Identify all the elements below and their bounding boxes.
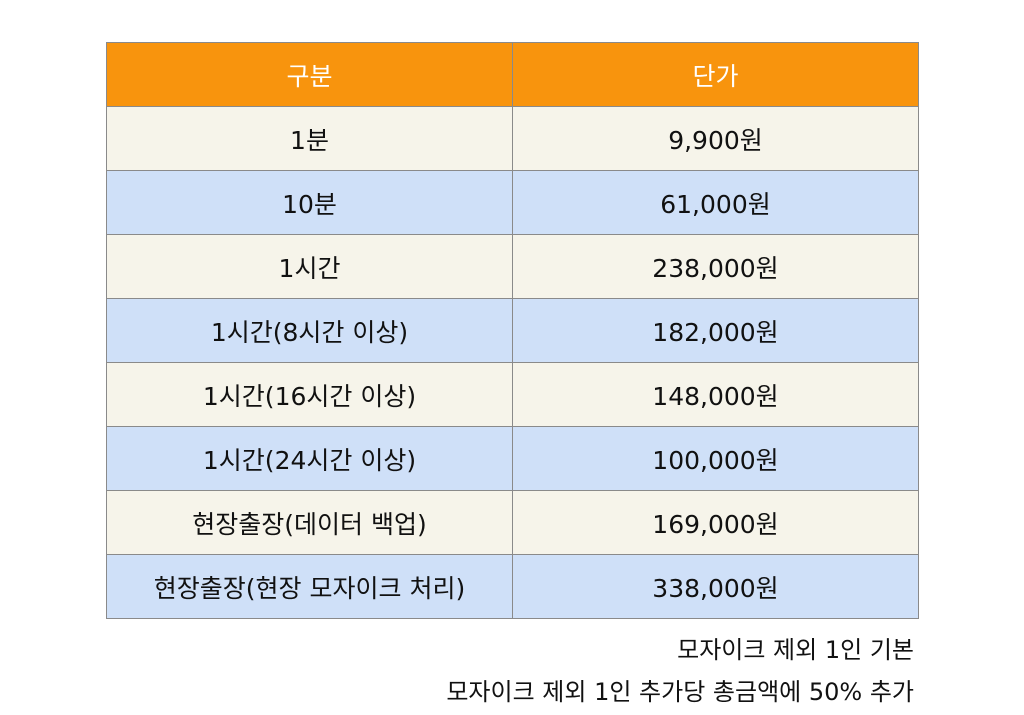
header-price: 단가: [512, 42, 919, 107]
table-row: 1시간(24시간 이상) 100,000원: [106, 426, 919, 491]
category-cell: 1시간(8시간 이상): [106, 298, 513, 363]
category-cell: 1시간(24시간 이상): [106, 426, 513, 491]
header-category: 구분: [106, 42, 513, 107]
table-row: 1시간(16시간 이상) 148,000원: [106, 362, 919, 427]
table-row: 1시간(8시간 이상) 182,000원: [106, 298, 919, 363]
price-cell: 9,900원: [512, 106, 919, 171]
price-cell: 338,000원: [512, 554, 919, 619]
table-row: 1분 9,900원: [106, 106, 919, 171]
table-row: 현장출장(현장 모자이크 처리) 338,000원: [106, 554, 919, 619]
price-cell: 169,000원: [512, 490, 919, 555]
note-additional-person: 모자이크 제외 1인 추가당 총금액에 50% 추가: [446, 678, 914, 706]
table-row: 10분 61,000원: [106, 170, 919, 235]
table-row: 현장출장(데이터 백업) 169,000원: [106, 490, 919, 555]
price-cell: 238,000원: [512, 234, 919, 299]
price-table: 구분 단가 1분 9,900원 10분 61,000원 1시간 238,000원…: [106, 42, 919, 619]
price-cell: 182,000원: [512, 298, 919, 363]
category-cell: 현장출장(데이터 백업): [106, 490, 513, 555]
note-base-person: 모자이크 제외 1인 기본: [677, 636, 914, 664]
table-header-row: 구분 단가: [106, 42, 919, 107]
price-cell: 61,000원: [512, 170, 919, 235]
price-cell: 100,000원: [512, 426, 919, 491]
price-cell: 148,000원: [512, 362, 919, 427]
category-cell: 1시간(16시간 이상): [106, 362, 513, 427]
category-cell: 10분: [106, 170, 513, 235]
category-cell: 현장출장(현장 모자이크 처리): [106, 554, 513, 619]
table-row: 1시간 238,000원: [106, 234, 919, 299]
category-cell: 1분: [106, 106, 513, 171]
category-cell: 1시간: [106, 234, 513, 299]
